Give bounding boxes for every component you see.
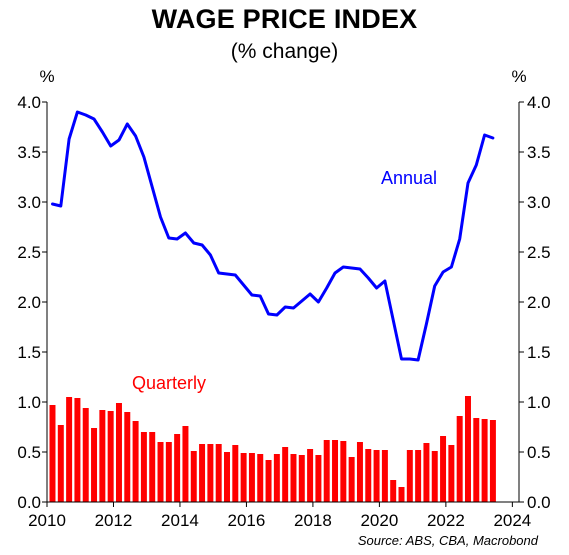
quarterly-bar [224,452,230,502]
source-note: Source: ABS, CBA, Macrobond [358,533,539,548]
annual-line [51,110,495,362]
x-tick-label: 2014 [161,511,199,530]
quarterly-bar [199,444,206,502]
y-tick-label-left: 4.0 [17,93,41,112]
quarterly-bar [265,460,272,502]
quarterly-bar [373,450,380,502]
quarterly-bar [248,453,255,502]
quarterly-bar [431,451,438,502]
quarterly-bar [390,480,397,502]
quarterly-bar [57,425,64,502]
quarterly-bar [273,454,280,502]
quarterly-bar [174,434,181,502]
y-tick-label-left: 0.0 [17,493,41,512]
quarterly-bar [115,403,122,502]
quarterly-bar [66,397,73,502]
y-tick-label-left: 1.5 [17,343,41,362]
quarterly-bar [182,426,189,502]
quarterly-bar [464,396,471,502]
quarterly-bar [74,398,81,502]
quarterly-bar [348,457,355,502]
quarterly-bar [257,454,264,502]
y-tick-label-right: 1.0 [527,393,551,412]
y-tick-label-left: 1.0 [17,393,41,412]
x-tick-label: 2012 [95,511,133,530]
quarterly-bar [489,420,496,502]
quarterly-bar [315,455,322,502]
quarterly-bar [398,487,405,502]
quarterly-bar [232,445,239,502]
quarterly-bar [456,416,463,502]
quarterly-bar [132,421,139,502]
y-tick-label-left: 2.5 [17,243,41,262]
y-tick-label-right: 0.0 [527,493,551,512]
chart-subtitle: (% change) [230,40,339,63]
quarterly-bar [323,440,330,502]
quarterly-bar [124,412,131,502]
quarterly-bar [215,444,222,502]
quarterly-bar [473,418,480,502]
quarterly-bar [340,441,347,502]
quarterly-bar [365,449,372,502]
y-tick-label-left: 0.5 [17,443,41,462]
quarterly-bar [356,442,363,502]
y-tick-label-right: 2.0 [527,293,551,312]
quarterly-bar [448,445,455,502]
quarterly-bar [332,440,339,502]
quarterly-bar [481,419,488,502]
y-tick-label-right: 4.0 [527,93,551,112]
quarterly-bar [415,450,422,502]
quarterly-bar [190,451,197,502]
quarterly-bar [440,436,447,502]
y-tick-label-right: 3.0 [527,193,551,212]
x-tick-label: 2022 [427,511,465,530]
quarterly-bar [49,405,56,502]
quarterly-bar [140,432,147,502]
y-tick-label-right: 1.5 [527,343,551,362]
quarterly-bar [82,408,89,502]
quarterly-bar [107,411,114,502]
y-axis-unit-right: % [511,67,526,86]
quarterly-bar [165,442,172,502]
series-label-quarterly: Quarterly [132,373,206,393]
quarterly-bar [307,449,314,502]
quarterly-bar [381,450,388,502]
quarterly-bar [157,442,164,502]
y-tick-label-right: 0.5 [527,443,551,462]
x-tick-label: 2018 [294,511,332,530]
series-label-annual: Annual [381,168,437,188]
quarterly-bar [207,444,214,502]
quarterly-bar [149,432,156,502]
quarterly-bar [91,428,98,502]
quarterly-bar [298,455,305,502]
x-tick-label: 2016 [228,511,266,530]
y-tick-label-right: 2.5 [527,243,551,262]
x-tick-label: 2024 [493,511,531,530]
quarterly-bar [406,450,413,502]
quarterly-bar [423,443,430,502]
chart-title: WAGE PRICE INDEX [151,4,418,34]
y-tick-label-left: 2.0 [17,293,41,312]
y-tick-label-right: 3.5 [527,143,551,162]
y-tick-label-left: 3.5 [17,143,41,162]
x-tick-label: 2020 [360,511,398,530]
y-tick-label-left: 3.0 [17,193,41,212]
quarterly-bar [290,454,297,502]
quarterly-bar [99,410,106,502]
x-tick-label: 2010 [28,511,66,530]
y-axis-unit-left: % [39,67,54,86]
quarterly-bar [240,453,247,502]
quarterly-bar [282,447,289,502]
